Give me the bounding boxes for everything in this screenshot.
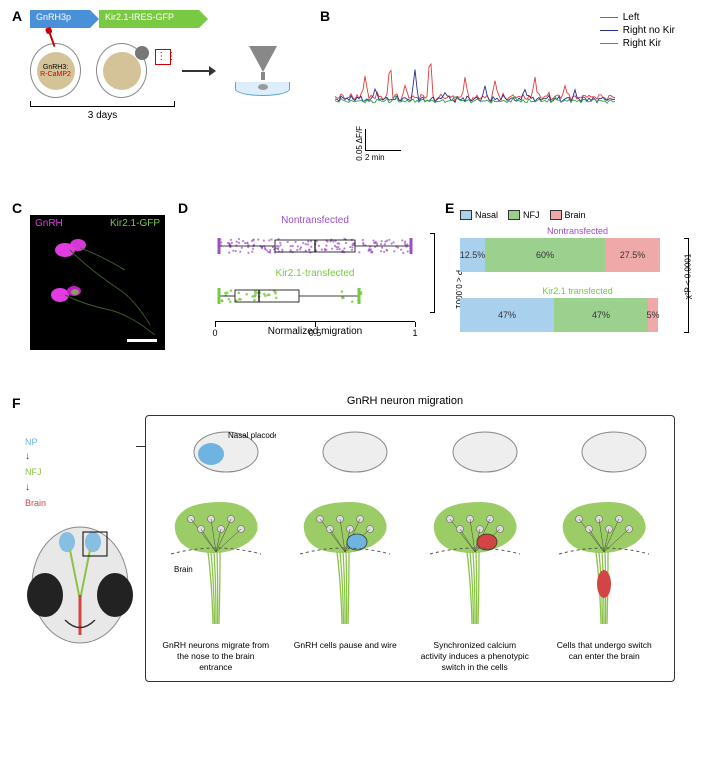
panel-b-label: B	[320, 8, 330, 24]
microscope-icon	[235, 46, 290, 96]
legend-left: Left	[600, 12, 675, 23]
f-legend-np: NP	[25, 435, 145, 449]
dish-icon	[235, 82, 290, 96]
d-tick-0: 0	[212, 328, 217, 338]
e-legend: Nasal NFJ Brain	[460, 210, 695, 220]
e-bar-segment: 47%	[460, 298, 554, 332]
e-legend-nasal: Nasal	[460, 210, 498, 220]
e-legend-nasal-label: Nasal	[475, 210, 498, 220]
d-scatter: Kir2.1-transfected	[210, 226, 420, 321]
e-bar-segment: 27.5%	[605, 238, 660, 272]
legend-left-label: Left	[623, 12, 640, 23]
e-swatch-brain	[550, 210, 562, 220]
f-legend: NP ↓ NFJ ↓ Brain	[25, 435, 145, 510]
svg-text:Kir2.1-transfected: Kir2.1-transfected	[276, 268, 355, 279]
f-legend-nfj: NFJ	[25, 465, 145, 479]
panel-b-legend: Left Right no Kir Right Kir	[600, 12, 675, 51]
e-bar: 47%47%5%	[460, 298, 660, 332]
embryo-later: ⋮⋮	[96, 43, 147, 98]
e-pvalue: χ²P < 0.0001	[684, 254, 693, 300]
e-legend-brain-label: Brain	[565, 210, 586, 220]
panel-c-image: GnRH Kir2.1-GFP	[30, 215, 165, 350]
e-legend-nfj-label: NFJ	[523, 210, 540, 220]
e-swatch-nfj	[508, 210, 520, 220]
panel-a: GnRH3p Kir2.1-IRES-GFP GnRH3: R-CaMP2 ⋮⋮…	[30, 10, 290, 170]
e-bar-segment: 47%	[554, 298, 648, 332]
d-axis: 0 0.5 1	[215, 321, 415, 322]
scalebar-y-label: 0.05 ΔF/F	[355, 126, 364, 161]
f-stage: GnRH cells pause and wire	[281, 424, 411, 673]
scalebar: 0.05 ΔF/F 2 min	[365, 129, 401, 162]
c-scalebar	[127, 339, 157, 342]
legend-rk-label: Right Kir	[623, 38, 661, 49]
f-stage: Nasal placode Brain GnRH neurons migrate f…	[151, 424, 281, 673]
pipette-icon	[48, 32, 55, 47]
e-bars: Nontransfected 12.5%60%27.5% Kir2.1 transf…	[460, 226, 695, 332]
f-container: NP ↓ NFJ ↓ Brain Nasal placode Brain GnRH …	[25, 415, 685, 682]
panel-a-label: A	[12, 8, 22, 24]
f-caption: Synchronized calcium activity induces a …	[420, 640, 530, 673]
e-legend-brain: Brain	[550, 210, 586, 220]
scalebar-y	[365, 129, 366, 151]
embryo-cap	[135, 46, 149, 60]
f-caption: Cells that undergo switch can enter the …	[549, 640, 659, 662]
e-bar-label: Kir2.1 transfected	[460, 286, 695, 296]
scalebar-x	[366, 150, 401, 151]
f-stage: Synchronized calcium activity induces a …	[410, 424, 540, 673]
yolk: GnRH3: R-CaMP2	[37, 52, 75, 90]
calcium-traces	[335, 27, 615, 137]
e-bar-label: Nontransfected	[460, 226, 695, 236]
construct-promoter: GnRH3p	[30, 10, 90, 28]
e-bar-segment: 60%	[485, 238, 605, 272]
e-bar: 12.5%60%27.5%	[460, 238, 660, 272]
f-title: GnRH neuron migration	[125, 395, 685, 407]
construct-gene: Kir2.1-IRES-GFP	[99, 10, 199, 28]
legend-line-rk	[600, 43, 618, 45]
panel-b: Left Right no Kir Right Kir 0.05 ΔF/F 2 …	[335, 12, 685, 172]
svg-text:Brain: Brain	[174, 565, 193, 574]
f-stage: Cells that undergo switch can enter the …	[540, 424, 670, 673]
arrow-right-icon	[182, 70, 210, 72]
svg-text:Nasal placode: Nasal placode	[228, 431, 276, 440]
c-cells-svg	[30, 215, 165, 350]
legend-rnk: Right no Kir	[600, 25, 675, 36]
legend-line-rnk	[600, 30, 618, 32]
scalebar-x-label: 2 min	[365, 153, 401, 162]
legend-rnk-label: Right no Kir	[623, 25, 675, 36]
arrow-down-2: ↓	[25, 480, 145, 496]
construct-diagram: GnRH3p Kir2.1-IRES-GFP	[30, 10, 290, 28]
panel-f: GnRH neuron migration NP ↓ NFJ ↓ Brain	[25, 395, 685, 745]
f-caption: GnRH cells pause and wire	[290, 640, 400, 651]
d-label-top: Nontransfected	[195, 215, 435, 226]
d-bracket	[430, 233, 435, 313]
panel-c-label: C	[12, 200, 22, 216]
yolk-line1: GnRH3:	[43, 64, 68, 71]
panel-d: Nontransfected Kir2.1-transfected 0 0.5 …	[195, 215, 435, 350]
d-tick-1: 0.5	[309, 328, 322, 338]
panel-e-label: E	[445, 200, 454, 216]
yolk-line2: R-CaMP2	[40, 71, 71, 78]
expression-box: ⋮⋮	[155, 49, 171, 65]
arrow-down-1: ↓	[25, 449, 145, 465]
e-bar-segment: 5%	[648, 298, 658, 332]
e-swatch-nasal	[460, 210, 472, 220]
f-head-schematic	[25, 520, 135, 660]
embryo-injection: GnRH3: R-CaMP2	[30, 43, 81, 98]
panel-e: Nasal NFJ Brain Nontransfected 12.5%60%27…	[460, 210, 695, 360]
e-bar-segment: 12.5%	[460, 238, 485, 272]
panel-d-label: D	[178, 200, 188, 216]
legend-rk: Right Kir	[600, 38, 675, 49]
panel-f-label: F	[12, 395, 21, 411]
f-stages: Nasal placode Brain GnRH neurons migrate f…	[145, 415, 675, 682]
f-left: NP ↓ NFJ ↓ Brain	[25, 415, 145, 682]
days-bracket: 3 days	[30, 106, 175, 121]
embryo-row: GnRH3: R-CaMP2 ⋮⋮	[30, 43, 290, 98]
f-legend-brain: Brain	[25, 496, 145, 510]
yolk2	[103, 52, 141, 90]
legend-line-left	[600, 17, 618, 19]
d-tick-2: 1	[412, 328, 417, 338]
f-caption: GnRH neurons migrate from the nose to th…	[161, 640, 271, 673]
e-legend-nfj: NFJ	[508, 210, 540, 220]
